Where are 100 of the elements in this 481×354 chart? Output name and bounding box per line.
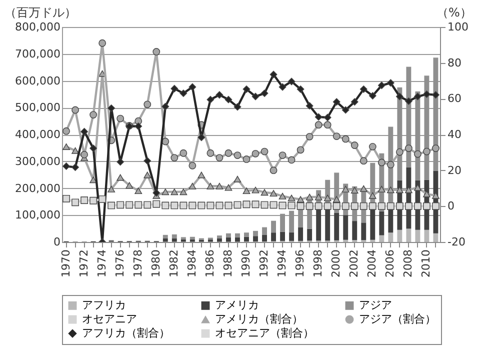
point — [270, 201, 278, 209]
bar — [190, 236, 195, 240]
y2-tick-label: 0 — [448, 200, 454, 213]
point — [423, 148, 430, 156]
point — [216, 154, 224, 162]
point — [180, 202, 188, 210]
point — [296, 196, 304, 203]
point — [386, 79, 394, 87]
bar — [388, 232, 394, 242]
point — [423, 202, 430, 210]
y-tick-label: 300,000 — [15, 154, 60, 168]
point — [162, 188, 170, 196]
point — [324, 114, 332, 122]
point — [423, 190, 430, 198]
point — [386, 186, 394, 194]
point — [360, 185, 368, 192]
point — [170, 84, 178, 92]
point — [404, 144, 412, 152]
point — [108, 202, 116, 210]
point — [80, 128, 88, 136]
point — [296, 146, 304, 154]
point — [162, 202, 170, 210]
bar — [244, 236, 249, 242]
bar — [397, 230, 402, 242]
point — [350, 202, 358, 210]
y2-tick-label: 80 — [448, 56, 462, 70]
point — [234, 201, 242, 209]
point — [342, 202, 350, 210]
x-tick-label: 1990 — [239, 250, 252, 278]
point — [252, 150, 260, 158]
point — [270, 166, 278, 174]
point — [278, 152, 286, 159]
point — [278, 192, 286, 200]
x-tick-label: 1992 — [258, 250, 271, 278]
bar — [253, 230, 258, 236]
x-tick-label: 1988 — [221, 250, 234, 278]
point — [252, 186, 260, 194]
point — [288, 194, 296, 202]
point — [116, 114, 124, 122]
point — [260, 90, 268, 97]
point — [188, 83, 196, 91]
point — [288, 78, 296, 86]
point — [252, 200, 260, 208]
legend-label: アフリカ（割合） — [82, 326, 170, 340]
y-tick-label: 100,000 — [15, 208, 60, 222]
point — [72, 106, 79, 114]
point — [368, 202, 376, 210]
point — [296, 85, 304, 93]
point — [260, 201, 268, 209]
point — [324, 202, 332, 210]
legend-label: アフリカ — [82, 298, 126, 312]
legend-label: アメリカ（割合） — [215, 312, 303, 326]
point — [242, 85, 250, 93]
y-tick-label: 800,000 — [15, 20, 60, 34]
point — [72, 164, 79, 171]
y-tick-label: 400,000 — [15, 128, 60, 141]
point — [170, 202, 178, 210]
point — [242, 156, 250, 163]
point — [270, 190, 278, 197]
point — [378, 158, 386, 166]
point — [404, 186, 412, 194]
y-tick-label: 500,000 — [15, 101, 60, 114]
bar — [352, 221, 358, 240]
point — [198, 202, 206, 210]
point — [324, 121, 332, 129]
point — [350, 186, 358, 194]
point — [396, 148, 404, 156]
y-axis-title: （百万ドル） — [4, 6, 76, 20]
point — [224, 149, 232, 157]
point — [314, 202, 322, 210]
bar — [162, 235, 168, 239]
x-tick-label: 1984 — [185, 250, 198, 278]
bar — [172, 234, 177, 238]
point — [368, 192, 376, 199]
point — [170, 188, 178, 196]
x-tick-label: 1974 — [95, 250, 108, 278]
point — [314, 113, 322, 121]
point — [80, 196, 88, 204]
point — [170, 154, 178, 162]
y-tick-label: 700,000 — [15, 47, 60, 60]
x-tick-label: 1982 — [167, 250, 180, 278]
x-tick-label: 2000 — [330, 250, 343, 278]
bar — [271, 220, 276, 233]
point — [414, 150, 422, 158]
bar — [343, 215, 348, 240]
point — [144, 172, 152, 178]
point — [242, 188, 250, 194]
bar — [253, 236, 258, 242]
point — [386, 202, 394, 210]
legend-label: オセアニア（割合） — [215, 326, 314, 340]
x-tick-label: 1998 — [312, 250, 325, 278]
bar — [334, 212, 340, 240]
point — [306, 102, 314, 110]
point — [360, 85, 368, 93]
point — [252, 92, 260, 100]
point — [306, 194, 314, 200]
point — [72, 198, 79, 206]
bar — [424, 230, 430, 242]
point — [378, 186, 386, 192]
point — [242, 200, 250, 208]
